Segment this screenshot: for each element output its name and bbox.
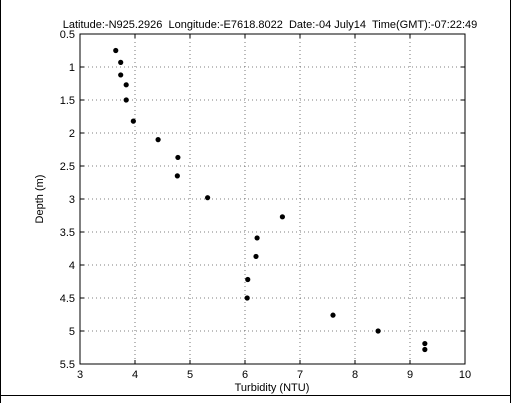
x-axis-tick-labels: 3 4 5 6 7 8 9 10 [77,369,471,381]
grid-lines [80,34,465,364]
data-point [123,82,129,88]
y-tick-label: 5 [69,326,75,338]
y-tick-label: 1 [69,62,75,74]
data-point [175,154,181,161]
y-tick-label: 2.5 [60,161,75,173]
data-point [279,214,285,220]
data-point [330,312,336,318]
data-point [130,118,136,124]
y-tick-label: 0.5 [60,29,75,41]
data-point [113,47,119,54]
data-point [155,137,161,143]
y-tick-label: 4 [69,260,75,272]
x-tick-label: 4 [132,369,138,381]
x-tick-label: 9 [407,369,413,381]
y-tick-label: 4.5 [60,293,75,305]
data-point [118,59,124,65]
x-tick-label: 8 [352,369,358,381]
x-tick-label: 6 [242,369,248,381]
data-point [118,72,124,78]
y-tick-label: 2 [69,128,75,140]
y-tick-label: 3.5 [60,227,75,239]
x-tick-label: 10 [459,369,471,381]
x-axis-label: Turbidity (NTU) [235,382,310,394]
data-point [245,276,251,283]
y-axis-label: Depth (m) [34,175,46,224]
x-tick-label: 5 [187,369,193,381]
data-point [422,346,428,353]
y-tick-label: 3 [69,194,75,206]
y-tick-label: 1.5 [60,95,75,107]
axis-ticks [79,33,466,365]
y-axis-tick-labels: 0.5 1 1.5 2 2.5 3 3.5 4 4.5 5 5.5 [60,29,75,371]
data-point [174,173,180,179]
data-point [253,253,259,260]
x-tick-label: 7 [297,369,303,381]
data-point [205,195,211,201]
data-point [422,340,428,347]
data-point [254,235,260,241]
data-point [123,97,129,103]
x-tick-label: 3 [77,369,83,381]
chart-title: Latitude:-N925.2926 Longitude:-E7618.802… [63,19,478,31]
data-point [244,295,250,301]
data-points [113,47,428,353]
data-point [375,328,381,334]
y-tick-label: 5.5 [60,359,75,371]
